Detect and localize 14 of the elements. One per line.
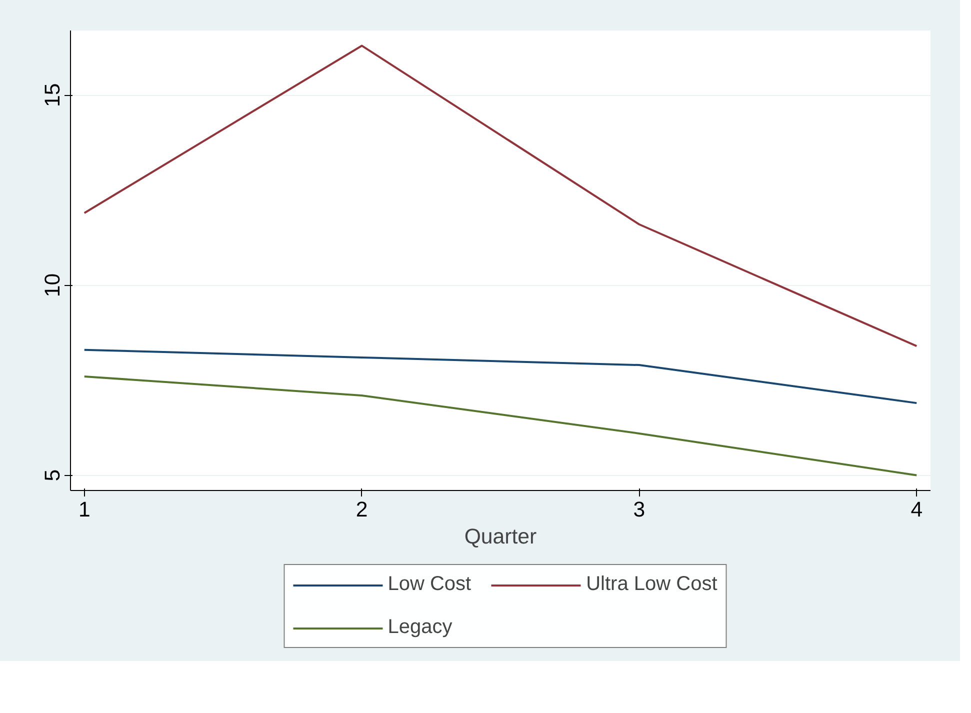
legend-label: Low Cost (388, 573, 472, 596)
x-axis-title: Quarter (464, 524, 537, 548)
line-series (83, 375, 918, 476)
x-tick-label: 4 (910, 498, 923, 522)
legend-label: Legacy (388, 616, 452, 639)
y-tick-label: 15 (40, 83, 64, 107)
y-tick-label: 5 (40, 469, 64, 482)
line-series (83, 44, 918, 348)
x-tick-label: 3 (633, 498, 646, 522)
y-tick-label: 10 (40, 273, 64, 298)
legend-label: Ultra Low Cost (586, 573, 718, 596)
x-tick-label: 1 (78, 498, 90, 522)
x-tick-label: 2 (356, 498, 368, 522)
line-series (83, 348, 918, 404)
